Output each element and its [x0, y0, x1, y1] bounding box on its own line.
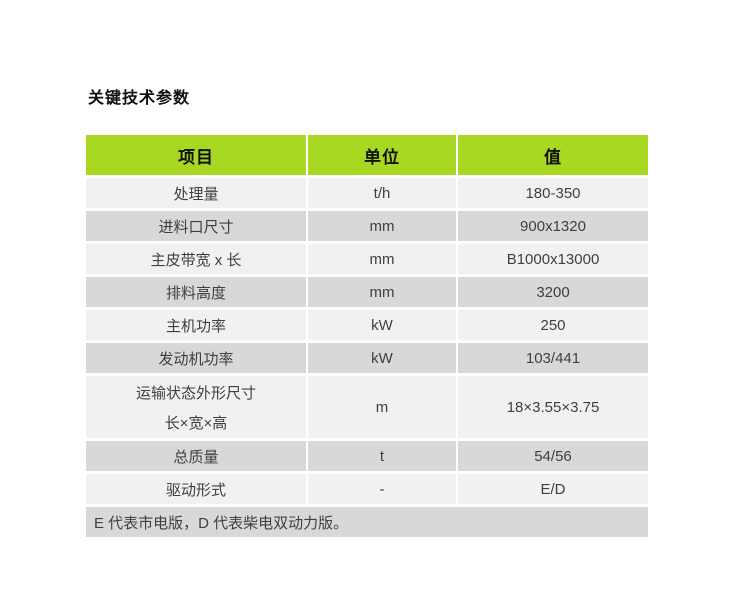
header-cell-value: 值	[458, 135, 648, 175]
cell-value: 18×3.55×3.75	[458, 376, 648, 438]
cell-unit: mm	[308, 244, 456, 274]
cell-unit: kW	[308, 310, 456, 340]
cell-value: 54/56	[458, 441, 648, 471]
cell-value: 250	[458, 310, 648, 340]
table-footnote: E 代表市电版，D 代表柴电双动力版。	[86, 507, 648, 537]
cell-item: 排料高度	[86, 277, 306, 307]
cell-item: 总质量	[86, 441, 306, 471]
cell-unit: t/h	[308, 178, 456, 208]
page: 关键技术参数 项目 单位 值 处理量 t/h 180-350 进料口尺寸 mm …	[86, 90, 648, 537]
cell-value: 103/441	[458, 343, 648, 373]
header-cell-item: 项目	[86, 135, 306, 175]
cell-item: 发动机功率	[86, 343, 306, 373]
cell-unit: kW	[308, 343, 456, 373]
cell-item: 处理量	[86, 178, 306, 208]
page-title: 关键技术参数	[88, 90, 191, 107]
cell-value: 900x1320	[458, 211, 648, 241]
cell-unit: m	[308, 376, 456, 438]
cell-item: 主机功率	[86, 310, 306, 340]
cell-item: 进料口尺寸	[86, 211, 306, 241]
cell-unit: mm	[308, 211, 456, 241]
cell-value: 3200	[458, 277, 648, 307]
cell-unit: mm	[308, 277, 456, 307]
header-cell-unit: 单位	[308, 135, 456, 175]
cell-value: E/D	[458, 474, 648, 504]
cell-value: B1000x13000	[458, 244, 648, 274]
spec-table: 项目 单位 值 处理量 t/h 180-350 进料口尺寸 mm 900x132…	[86, 135, 648, 537]
cell-unit: -	[308, 474, 456, 504]
cell-value: 180-350	[458, 178, 648, 208]
cell-item-line1: 运输状态外形尺寸	[135, 384, 256, 402]
cell-item: 驱动形式	[86, 474, 306, 504]
cell-item: 运输状态外形尺寸 长×宽×高	[86, 376, 306, 438]
cell-unit: t	[308, 441, 456, 471]
cell-item: 主皮带宽 x 长	[86, 244, 306, 274]
cell-item-line2: 长×宽×高	[164, 414, 228, 432]
